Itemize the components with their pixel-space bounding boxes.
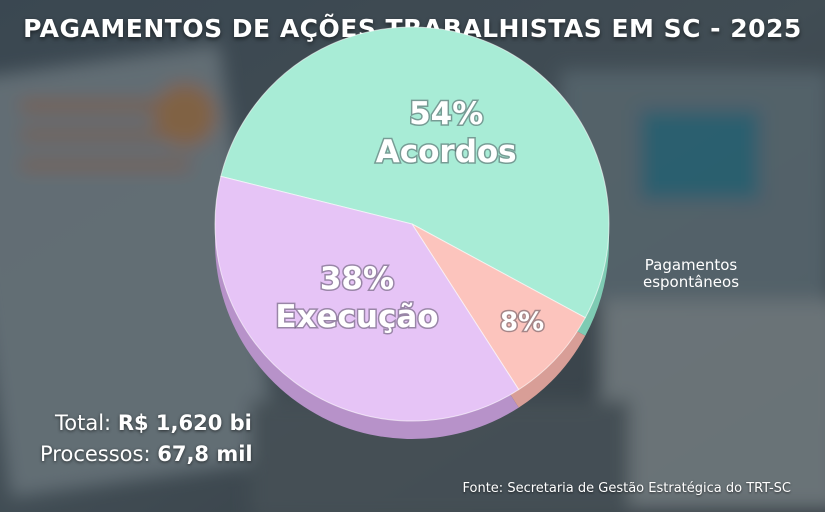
slice-percent-label: 38% xyxy=(320,261,394,297)
source-note: Fonte: Secretaria de Gestão Estratégica … xyxy=(462,481,792,496)
pie-slice-2 xyxy=(411,223,586,391)
total-value: R$ 1,620 bi xyxy=(117,411,252,435)
total-row: Total: R$ 1,620 bi xyxy=(40,408,253,439)
processes-row: Processos: 67,8 mil xyxy=(40,439,253,470)
slice-percent-label: 54% xyxy=(409,96,483,132)
slice-name-label: Acordos xyxy=(376,134,517,170)
total-label: Total: xyxy=(55,411,112,435)
pie-slice-3 xyxy=(214,175,520,422)
summary-block: Total: R$ 1,620 bi Processos: 67,8 mil xyxy=(40,408,253,470)
slice-percent-label: 8% xyxy=(500,307,544,337)
slice-name-label: Execução xyxy=(275,299,438,335)
pie-slice-1 xyxy=(220,26,610,319)
slice-outside-label-line-1: Pagamentos xyxy=(645,256,738,274)
processes-label: Processos: xyxy=(40,442,151,466)
pie-slices-group xyxy=(214,26,610,422)
slice-outside-label-line-2: espontâneos xyxy=(643,273,739,291)
processes-value: 67,8 mil xyxy=(157,442,253,466)
